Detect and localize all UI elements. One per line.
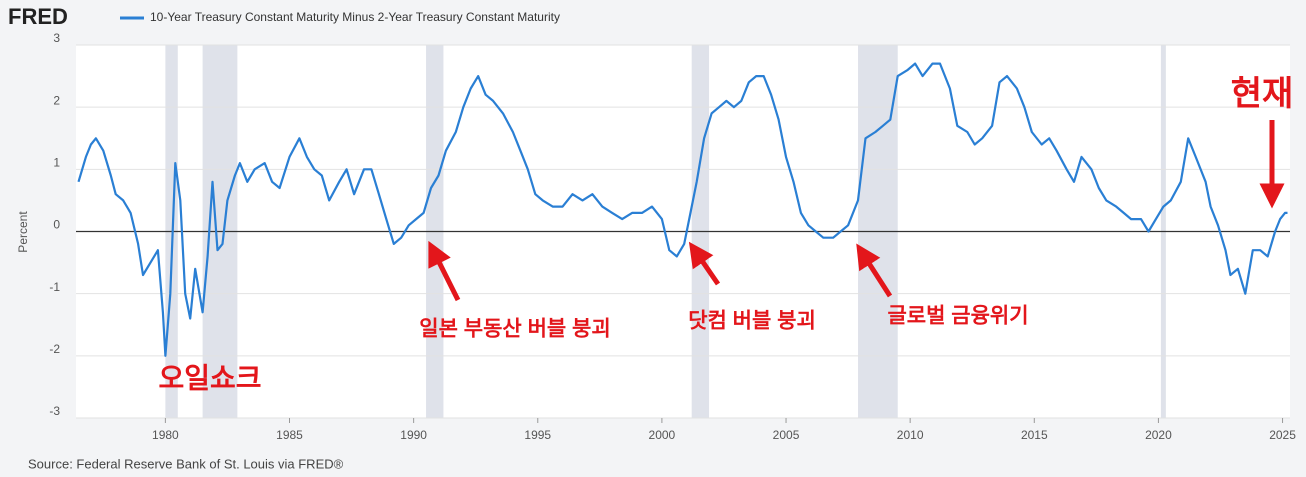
- x-tick-label: 1995: [524, 428, 551, 442]
- logo: FRED: [8, 4, 68, 29]
- x-tick-label: 1980: [152, 428, 179, 442]
- annotation: 글로벌 금융위기: [887, 305, 1028, 328]
- legend-label: 10-Year Treasury Constant Maturity Minus…: [150, 10, 560, 24]
- annotation: 닷컴 버블 붕괴: [688, 310, 816, 333]
- x-tick-label: 2020: [1145, 428, 1172, 442]
- x-tick-label: 2005: [773, 428, 800, 442]
- y-tick-label: 1: [53, 156, 60, 170]
- source: Source: Federal Reserve Bank of St. Loui…: [28, 456, 344, 471]
- x-tick-label: 2010: [897, 428, 924, 442]
- arrow: [856, 243, 893, 298]
- arrow: [428, 240, 461, 302]
- y-tick-label: -2: [49, 342, 60, 356]
- y-tick-label: 2: [53, 93, 60, 107]
- y-tick-label: 3: [53, 31, 60, 45]
- y-axis-label: Percent: [16, 211, 30, 253]
- y-tick-label: -1: [49, 280, 60, 294]
- y-tick-label: 0: [53, 218, 60, 232]
- series-line: [77, 62, 1288, 357]
- x-tick-label: 2015: [1021, 428, 1048, 442]
- annotation: 현재: [1231, 75, 1294, 113]
- annotation: 오일쇼크: [158, 362, 261, 393]
- arrow: [688, 241, 721, 286]
- y-tick-label: -3: [49, 404, 60, 418]
- annotation: 일본 부동산 버블 붕괴: [419, 318, 610, 341]
- x-tick-label: 1990: [400, 428, 427, 442]
- x-tick-label: 1985: [276, 428, 303, 442]
- x-tick-label: 2000: [649, 428, 676, 442]
- x-tick-label: 2025: [1269, 428, 1296, 442]
